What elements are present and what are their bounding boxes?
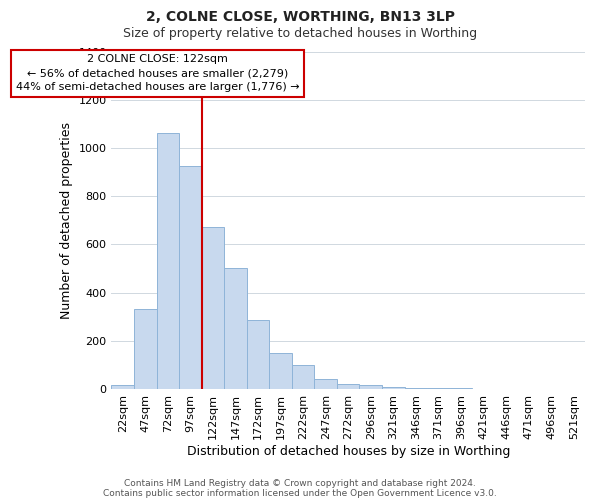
Text: 2, COLNE CLOSE, WORTHING, BN13 3LP: 2, COLNE CLOSE, WORTHING, BN13 3LP <box>146 10 455 24</box>
Bar <box>179 166 202 389</box>
Bar <box>359 386 382 389</box>
Bar <box>112 384 134 389</box>
X-axis label: Distribution of detached houses by size in Worthing: Distribution of detached houses by size … <box>187 444 510 458</box>
Text: 2 COLNE CLOSE: 122sqm
← 56% of detached houses are smaller (2,279)
44% of semi-d: 2 COLNE CLOSE: 122sqm ← 56% of detached … <box>16 54 299 92</box>
Bar <box>157 134 179 389</box>
Bar <box>292 365 314 389</box>
Y-axis label: Number of detached properties: Number of detached properties <box>60 122 73 318</box>
Bar <box>247 320 269 389</box>
Bar <box>337 384 359 389</box>
Text: Size of property relative to detached houses in Worthing: Size of property relative to detached ho… <box>123 28 477 40</box>
Text: Contains public sector information licensed under the Open Government Licence v3: Contains public sector information licen… <box>103 488 497 498</box>
Bar <box>314 380 337 389</box>
Bar <box>404 388 427 389</box>
Text: Contains HM Land Registry data © Crown copyright and database right 2024.: Contains HM Land Registry data © Crown c… <box>124 478 476 488</box>
Bar <box>202 228 224 389</box>
Bar <box>382 386 404 389</box>
Bar <box>224 268 247 389</box>
Bar <box>134 310 157 389</box>
Bar <box>269 353 292 389</box>
